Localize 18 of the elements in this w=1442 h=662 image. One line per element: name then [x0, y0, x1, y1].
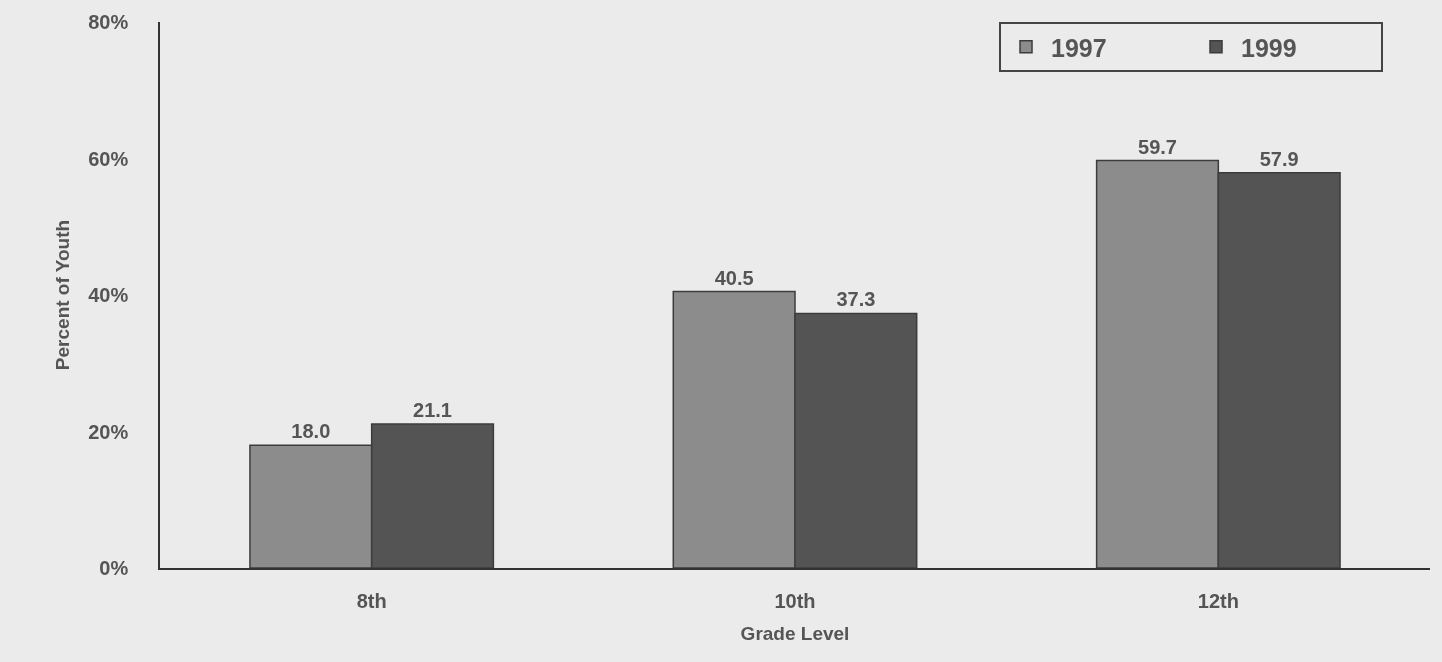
y-tick-label: 60% — [88, 147, 129, 170]
legend-label: 1997 — [1051, 33, 1107, 62]
data-label: 37.3 — [836, 288, 876, 311]
y-axis-title: Percent of Youth — [51, 219, 73, 371]
x-axis-title: Grade Level — [740, 623, 850, 645]
data-label: 21.1 — [413, 398, 452, 421]
y-tick-label: 40% — [88, 284, 129, 306]
y-tick-label: 80% — [88, 11, 129, 33]
x-tick-label: 10th — [774, 589, 816, 612]
y-tick-label: 20% — [88, 420, 129, 443]
y-tick-label: 0% — [99, 557, 129, 579]
data-label: 40.5 — [714, 266, 754, 289]
legend-label: 1999 — [1241, 33, 1297, 62]
data-label: 18.0 — [291, 420, 331, 443]
data-label: 59.7 — [1138, 135, 1177, 158]
x-tick-label: 12th — [1197, 589, 1239, 612]
x-tick-label: 8th — [356, 589, 387, 612]
data-label: 57.9 — [1259, 147, 1299, 170]
